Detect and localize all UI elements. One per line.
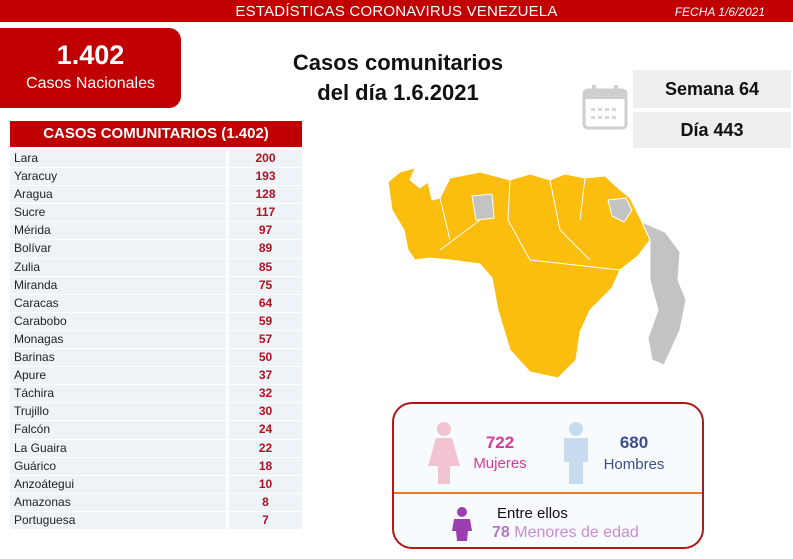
- state-cases: 89: [229, 240, 302, 258]
- table-row: Carabobo 59: [10, 312, 302, 331]
- minors-line: 78 Menores de edad: [492, 524, 639, 542]
- table-header: CASOS COMUNITARIOS (1.402): [10, 121, 302, 147]
- state-name: Miranda: [10, 276, 226, 294]
- state-name: Lara: [10, 150, 226, 168]
- divider: [394, 492, 702, 494]
- table-row: Falcón 24: [10, 421, 302, 440]
- minors-label: Menores de edad: [514, 524, 639, 541]
- header-title: ESTADÍSTICAS CORONAVIRUS VENEZUELA: [235, 3, 558, 20]
- header-bar: ESTADÍSTICAS CORONAVIRUS VENEZUELA FECHA…: [0, 0, 793, 22]
- table-row: La Guaira 22: [10, 439, 302, 458]
- state-name: Zulia: [10, 258, 226, 276]
- table-row: Lara 200: [10, 150, 302, 169]
- table-row: Sucre 117: [10, 204, 302, 223]
- table-row: Portuguesa 7: [10, 511, 302, 530]
- state-name: Amazonas: [10, 493, 226, 511]
- state-cases: 64: [229, 294, 302, 312]
- table-row: Miranda 75: [10, 276, 302, 295]
- state-name: Portuguesa: [10, 511, 226, 529]
- child-icon: [452, 507, 472, 541]
- table-row: Táchira 32: [10, 385, 302, 404]
- state-name: Guárico: [10, 457, 226, 475]
- table-row: Zulia 85: [10, 258, 302, 277]
- women-label: Mujeres: [473, 455, 527, 472]
- table-row: Anzoátegui 10: [10, 475, 302, 494]
- state-cases: 59: [229, 312, 302, 330]
- calendar-icon: [582, 85, 628, 130]
- table-row: Guárico 18: [10, 457, 302, 476]
- state-cases: 97: [229, 222, 302, 240]
- state-name: Barinas: [10, 349, 226, 367]
- state-cases: 10: [229, 475, 302, 493]
- table-row: Trujillo 30: [10, 403, 302, 422]
- state-cases: 193: [229, 168, 302, 186]
- table-row: Mérida 97: [10, 222, 302, 241]
- title-line1: Casos comunitarios: [292, 50, 504, 75]
- national-cases-value: 1.402: [56, 40, 125, 70]
- minors-intro: Entre ellos: [497, 505, 568, 522]
- state-cases: 57: [229, 330, 302, 349]
- cases-table: Lara 200 Yaracuy 193 Aragua 128 Sucre 117 Mérida…: [10, 150, 302, 530]
- state-cases: 32: [229, 385, 302, 403]
- week-box: Semana 64: [633, 70, 791, 108]
- table-row: Amazonas 8: [10, 493, 302, 512]
- state-name: La Guaira: [10, 439, 226, 457]
- map-region-no-cases: [641, 221, 687, 366]
- table-row: Yaracuy 193: [10, 168, 302, 187]
- state-cases: 128: [229, 186, 302, 204]
- table-row: Bolívar 89: [10, 240, 302, 259]
- venezuela-map: [387, 167, 687, 379]
- state-name: Falcón: [10, 421, 226, 439]
- map-region-no-cases: [607, 197, 633, 223]
- table-row: Monagas 57: [10, 330, 302, 350]
- national-cases-label: Casos Nacionales: [26, 75, 155, 92]
- day-box: Día 443: [633, 112, 791, 148]
- page-title: Casos comunitarios del día 1.6.2021: [250, 48, 546, 108]
- state-cases: 8: [229, 493, 302, 511]
- map-region-no-cases: [471, 193, 495, 221]
- state-cases: 37: [229, 367, 302, 385]
- state-cases: 117: [229, 204, 302, 222]
- state-cases: 22: [229, 439, 302, 457]
- state-name: Mérida: [10, 222, 226, 240]
- state-name: Apure: [10, 367, 226, 385]
- state-cases: 24: [229, 421, 302, 439]
- state-name: Yaracuy: [10, 168, 226, 186]
- state-cases: 75: [229, 276, 302, 294]
- state-cases: 85: [229, 258, 302, 276]
- men-label: Hombres: [603, 456, 665, 473]
- state-cases: 50: [229, 349, 302, 367]
- table-row: Barinas 50: [10, 349, 302, 368]
- state-name: Carabobo: [10, 312, 226, 330]
- state-name: Trujillo: [10, 403, 226, 421]
- state-name: Anzoátegui: [10, 475, 226, 493]
- state-name: Caracas: [10, 294, 226, 312]
- state-name: Táchira: [10, 385, 226, 403]
- table-row: Apure 37: [10, 367, 302, 386]
- state-name: Monagas: [10, 330, 226, 349]
- demographics-box: 722 Mujeres 680 Hombres Entre ellos 78 M…: [392, 402, 704, 549]
- header-date: FECHA 1/6/2021: [674, 5, 765, 19]
- national-cases-box: 1.402 Casos Nacionales: [0, 28, 181, 108]
- table-row: Caracas 64: [10, 294, 302, 313]
- women-count: 722: [485, 433, 515, 452]
- minors-count: 78: [492, 524, 510, 541]
- state-cases: 200: [229, 150, 302, 168]
- state-name: Bolívar: [10, 240, 226, 258]
- title-line2: del día 1.6.2021: [317, 80, 479, 105]
- state-name: Aragua: [10, 186, 226, 204]
- state-cases: 30: [229, 403, 302, 421]
- man-icon: [564, 422, 588, 484]
- men-count: 680: [619, 433, 649, 452]
- table-row: Aragua 128: [10, 186, 302, 205]
- state-cases: 7: [229, 511, 302, 529]
- woman-icon: [428, 422, 460, 484]
- state-cases: 18: [229, 457, 302, 475]
- state-name: Sucre: [10, 204, 226, 222]
